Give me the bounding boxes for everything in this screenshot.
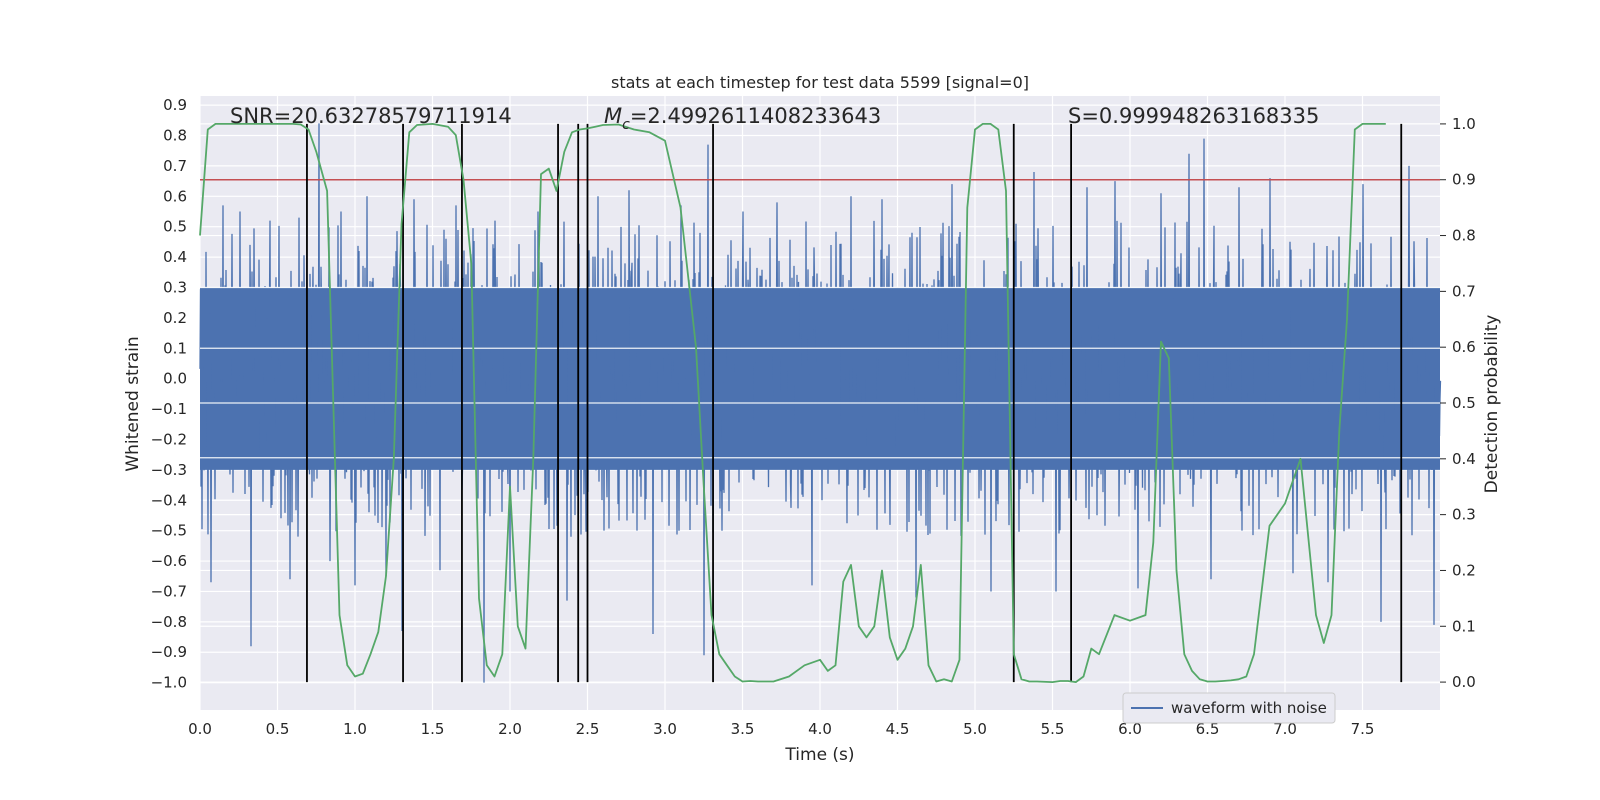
y-tick-label: 0.3 — [163, 278, 187, 296]
y2-axis-label: Detection probability — [1482, 315, 1502, 494]
y-tick-label: 0.4 — [163, 248, 187, 266]
x-tick-label: 3.0 — [653, 720, 677, 738]
y2-tick-label: 0.2 — [1452, 561, 1476, 579]
x-tick-label: 7.0 — [1273, 720, 1297, 738]
y-tick-label: 0.8 — [163, 127, 187, 145]
y2-tick-label: 0.4 — [1452, 450, 1476, 468]
y-tick-label: −0.7 — [151, 582, 187, 600]
x-tick-label: 6.5 — [1196, 720, 1220, 738]
tick-labels: 0.0 0.5 1.0 1.5 2.0 2.5 3.0 3.5 4.0 4.5 5.0 5.5 6.0 6… — [151, 96, 1476, 738]
event-lines — [306, 123, 1403, 683]
probability-line — [199, 123, 1386, 683]
y2-tick-label: 0.3 — [1452, 506, 1476, 524]
y-tick-label: −0.9 — [151, 643, 187, 661]
chirp-mass-value: =2.4992611408233643 — [630, 104, 881, 128]
y2-tick-label: 1.0 — [1452, 115, 1476, 133]
legend: waveform with noise — [1122, 692, 1336, 724]
y2-tick-label: 0.0 — [1452, 673, 1476, 691]
chart-title: stats at each timestep for test data 559… — [611, 73, 1029, 92]
y-tick-label: −0.6 — [151, 552, 187, 570]
y-tick-label: −0.5 — [151, 522, 187, 540]
y-tick-label: −1.0 — [151, 674, 187, 692]
x-tick-label: 7.5 — [1351, 720, 1375, 738]
legend-box — [1122, 692, 1336, 724]
y2-tick-label: 0.6 — [1452, 338, 1476, 356]
x-tick-label: 2.5 — [576, 720, 600, 738]
y2-tick-label: 0.7 — [1452, 282, 1476, 300]
y-tick-label: −0.2 — [151, 430, 187, 448]
x-tick-label: 6.0 — [1118, 720, 1142, 738]
probability-series — [199, 123, 1386, 683]
chirp-mass-symbol: M — [604, 104, 622, 128]
x-tick-label: 0.0 — [188, 720, 212, 738]
y-tick-label: 0.9 — [163, 96, 187, 114]
x-tick-label: 3.5 — [731, 720, 755, 738]
waveform-line — [199, 123, 1442, 683]
y-tick-label: −0.4 — [151, 491, 187, 509]
chirp-mass-annotation: Mc=2.4992611408233643 — [604, 104, 881, 133]
x-tick-label: 1.0 — [343, 720, 367, 738]
y-tick-label: 0.6 — [163, 187, 187, 205]
snr-annotation: SNR=20.63278579711914 — [230, 104, 512, 128]
x-tick-label: 0.5 — [266, 720, 290, 738]
y-tick-label: 0.1 — [163, 339, 187, 357]
x-tick-label: 5.0 — [963, 720, 987, 738]
y-tick-label: 0.5 — [163, 218, 187, 236]
x-tick-label: 4.0 — [808, 720, 832, 738]
y-axis-label: Whitened strain — [123, 336, 143, 471]
y-tick-label: −0.8 — [151, 613, 187, 631]
chirp-mass-subscript: c — [622, 117, 630, 133]
y-tick-label: 0.7 — [163, 157, 187, 175]
y-tick-label: −0.3 — [151, 461, 187, 479]
y-tick-label: 0.2 — [163, 309, 187, 327]
y2-tick-label: 0.1 — [1452, 617, 1476, 635]
legend-label-waveform: waveform with noise — [1171, 699, 1327, 717]
x-tick-label: 5.5 — [1041, 720, 1065, 738]
y-tick-label: −0.1 — [151, 400, 187, 418]
x-axis-label: Time (s) — [784, 745, 854, 765]
y-tick-label: 0.0 — [163, 370, 187, 388]
y2-tick-label: 0.8 — [1452, 227, 1476, 245]
s-annotation: S=0.999948263168335 — [1068, 104, 1319, 128]
x-tick-label: 1.5 — [421, 720, 445, 738]
y2-tick-label: 0.9 — [1452, 171, 1476, 189]
x-tick-label: 2.0 — [498, 720, 522, 738]
x-tick-label: 4.5 — [886, 720, 910, 738]
y2-tick-label: 0.5 — [1452, 394, 1476, 412]
waveform-series — [199, 123, 1442, 683]
